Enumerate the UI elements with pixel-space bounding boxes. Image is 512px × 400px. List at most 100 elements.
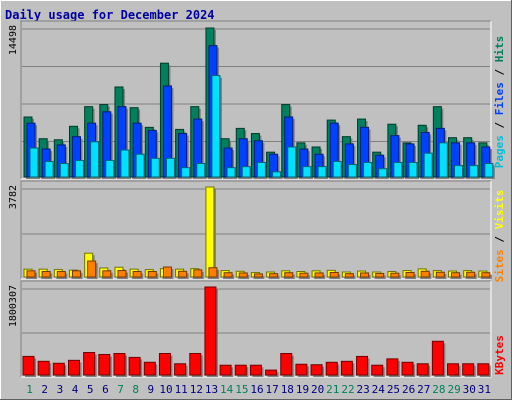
panel-hits-files-pages-max-label: 14498 — [8, 25, 19, 55]
bar-kbytes-day-7 — [113, 352, 126, 376]
legend-item-files: Files — [493, 82, 506, 115]
bar-pages-day-1 — [29, 147, 39, 178]
bar-kbytes-day-5 — [83, 352, 96, 376]
x-tick-label-day-29: 29 — [447, 383, 460, 396]
bar-sites-day-4 — [71, 270, 81, 278]
bar-kbytes-day-20 — [310, 364, 323, 376]
bar-sites-day-6 — [102, 270, 112, 278]
bar-sites-day-2 — [41, 271, 51, 278]
bar-kbytes-day-4 — [67, 359, 80, 376]
bar-kbytes-day-9 — [143, 361, 156, 376]
bar-sites-day-3 — [56, 271, 66, 278]
x-tick-label-day-22: 22 — [341, 383, 354, 396]
x-tick-label-day-7: 7 — [117, 383, 124, 396]
x-tick-label-day-2: 2 — [41, 383, 48, 396]
bar-kbytes-day-16 — [249, 364, 262, 376]
bar-pages-day-14 — [226, 167, 236, 178]
x-tick-label-day-17: 17 — [266, 383, 279, 396]
bar-kbytes-day-15 — [234, 364, 247, 376]
bar-kbytes-day-26 — [401, 361, 414, 376]
x-tick-label-day-28: 28 — [432, 383, 445, 396]
x-tick-label-day-3: 3 — [57, 383, 64, 396]
panel-kbytes-bevel-dark — [20, 280, 491, 377]
bar-sites-day-17 — [269, 273, 279, 278]
x-tick-label-day-25: 25 — [387, 383, 400, 396]
x-tick-label-day-5: 5 — [87, 383, 94, 396]
x-tick-label-day-8: 8 — [132, 383, 139, 396]
panel-hits-files-pages-bevel-dark — [20, 20, 491, 179]
bar-sites-day-29 — [451, 272, 461, 278]
bar-pages-day-25 — [393, 162, 403, 178]
bar-sites-day-25 — [390, 272, 400, 278]
legend-item-visits: Visits — [493, 190, 506, 230]
chart-title: Daily usage for December 2024 — [5, 8, 215, 22]
bar-kbytes-day-27 — [416, 363, 429, 376]
bar-sites-day-5 — [87, 260, 97, 278]
bar-pages-day-6 — [105, 159, 115, 178]
legend-hits-files-pages: Pages / Files / Hits — [493, 36, 506, 169]
bar-kbytes-day-6 — [98, 353, 111, 376]
bar-sites-day-21 — [329, 271, 339, 278]
bar-pages-day-10 — [165, 157, 175, 178]
bar-sites-day-16 — [253, 273, 263, 278]
bar-kbytes-day-2 — [37, 360, 50, 376]
bar-pages-day-12 — [196, 163, 206, 178]
bar-sites-day-27 — [420, 270, 430, 278]
bar-sites-day-7 — [117, 270, 127, 278]
bar-pages-day-26 — [408, 162, 418, 178]
bar-sites-day-9 — [147, 271, 157, 278]
bar-kbytes-day-18 — [280, 352, 293, 376]
x-tick-label-day-21: 21 — [326, 383, 339, 396]
bar-pages-day-3 — [59, 163, 69, 178]
bar-kbytes-day-10 — [158, 352, 171, 376]
bar-pages-day-17 — [272, 171, 282, 178]
panel-visits-sites-max-label: 3782 — [8, 185, 19, 209]
x-tick-label-day-1: 1 — [26, 383, 33, 396]
bar-sites-day-18 — [284, 272, 294, 278]
x-tick-label-day-10: 10 — [159, 383, 172, 396]
bar-sites-day-30 — [466, 271, 476, 278]
x-tick-label-day-9: 9 — [148, 383, 155, 396]
panel-kbytes-max-label: 1800307 — [8, 285, 19, 327]
bar-sites-day-12 — [193, 269, 203, 278]
bar-pages-day-9 — [150, 157, 160, 178]
bar-kbytes-day-12 — [189, 352, 202, 376]
bar-sites-day-15 — [238, 272, 248, 278]
bar-pages-day-7 — [120, 149, 130, 178]
bar-sites-day-22 — [344, 273, 354, 278]
bar-sites-day-24 — [375, 272, 385, 278]
panel-visits-sites-bevel-dark — [20, 180, 491, 279]
bar-sites-day-28 — [435, 271, 445, 278]
legend-item-pages: Pages — [493, 135, 506, 168]
x-tick-label-day-24: 24 — [372, 383, 386, 396]
bar-pages-day-5 — [90, 141, 100, 178]
bar-kbytes-day-24 — [371, 364, 384, 376]
bar-kbytes-day-17 — [265, 369, 278, 376]
legend-item-sites: Sites — [493, 249, 506, 282]
x-tick-label-day-26: 26 — [402, 383, 415, 396]
bar-kbytes-day-14 — [219, 364, 232, 376]
bar-pages-day-31 — [484, 163, 494, 178]
bar-sites-day-31 — [481, 272, 491, 278]
x-tick-label-day-23: 23 — [357, 383, 370, 396]
x-tick-label-day-18: 18 — [281, 383, 294, 396]
bar-visits-day-13 — [205, 186, 215, 278]
bar-kbytes-day-23 — [356, 355, 369, 376]
bar-kbytes-day-30 — [462, 363, 475, 376]
bar-kbytes-day-28 — [431, 340, 444, 376]
bar-pages-day-16 — [256, 162, 266, 178]
bar-kbytes-day-31 — [477, 363, 490, 376]
bar-pages-day-15 — [241, 166, 251, 178]
x-tick-label-day-27: 27 — [417, 383, 430, 396]
bar-sites-day-10 — [162, 266, 172, 278]
x-tick-label-day-4: 4 — [72, 383, 79, 396]
bar-pages-day-18 — [287, 146, 297, 178]
bar-sites-day-20 — [314, 272, 324, 278]
bar-pages-day-27 — [423, 152, 433, 178]
x-tick-label-day-14: 14 — [220, 383, 234, 396]
bar-kbytes-day-19 — [295, 363, 308, 376]
bar-sites-day-8 — [132, 271, 142, 278]
bar-sites-day-26 — [405, 271, 415, 278]
legend-visits-sites: Sites / Visits — [493, 190, 506, 283]
x-tick-label-day-11: 11 — [175, 383, 188, 396]
